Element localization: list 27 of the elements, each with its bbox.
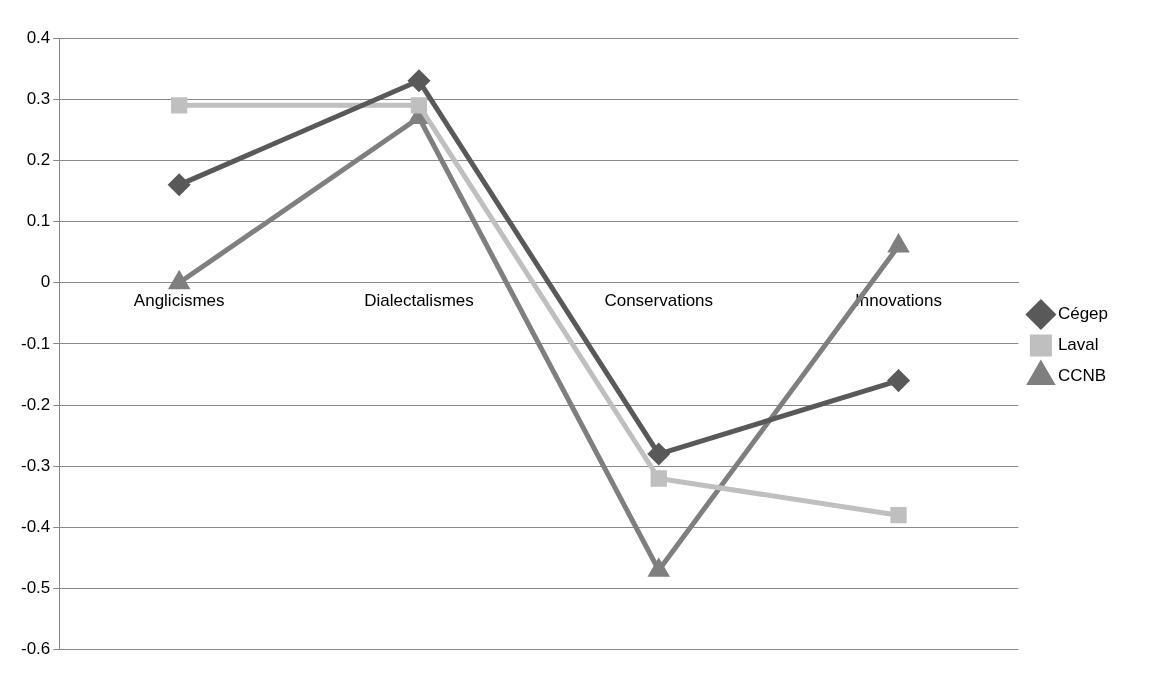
y-tick-label: -0.3 bbox=[21, 455, 51, 475]
x-tick-label: Innovations bbox=[855, 290, 942, 310]
point bbox=[168, 174, 190, 196]
y-tick-label: -0.2 bbox=[21, 394, 51, 414]
x-tick-label: Anglicismes bbox=[133, 290, 225, 310]
x-tick-label: Dialectalismes bbox=[364, 290, 474, 310]
point bbox=[648, 443, 670, 465]
point bbox=[410, 97, 428, 114]
point bbox=[888, 370, 910, 392]
y-tick-label: 0.1 bbox=[26, 211, 51, 231]
y-tick-label: -0.5 bbox=[21, 578, 51, 598]
y-tick-label: 0.2 bbox=[26, 150, 51, 170]
point bbox=[171, 97, 188, 114]
legend-label: Laval bbox=[1057, 335, 1099, 355]
y-tick-label: 0.4 bbox=[26, 27, 51, 47]
point bbox=[650, 470, 667, 487]
point bbox=[890, 507, 907, 524]
y-tick-label: -0.6 bbox=[21, 639, 51, 659]
y-tick-label: -0.1 bbox=[21, 333, 51, 353]
point bbox=[169, 272, 189, 290]
legend-label: CCNB bbox=[1057, 366, 1107, 386]
y-tick-label: 0.3 bbox=[26, 88, 51, 108]
point bbox=[408, 70, 430, 92]
y-tick-label: 0 bbox=[40, 272, 51, 292]
legend-label: Cégep bbox=[1057, 304, 1109, 324]
x-tick-label: Conservations bbox=[604, 290, 714, 310]
y-tick-label: -0.4 bbox=[21, 517, 51, 537]
